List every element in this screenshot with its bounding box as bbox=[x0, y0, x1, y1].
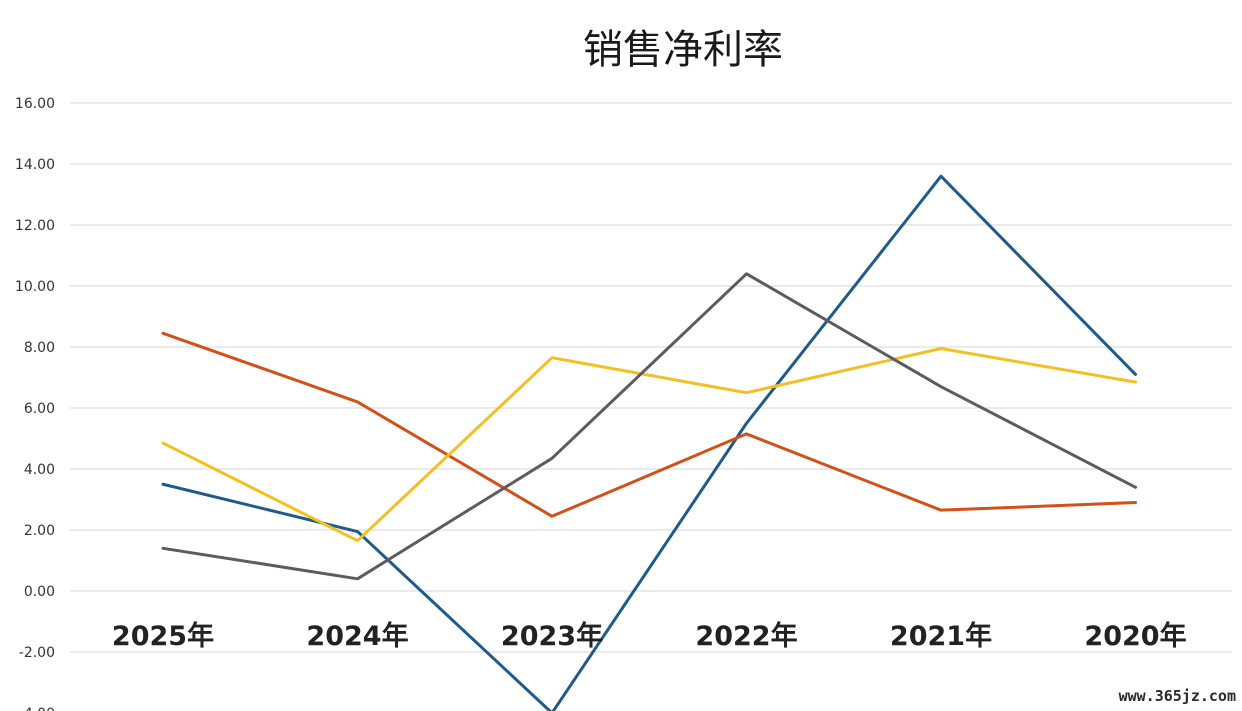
series-line-4 bbox=[161, 272, 1137, 581]
x-tick-label: 2025年 bbox=[112, 620, 214, 652]
y-tick-label: 16.00 bbox=[15, 96, 55, 112]
x-tick-label: 2022年 bbox=[695, 620, 797, 652]
y-tick-label: 10.00 bbox=[15, 279, 55, 295]
x-tick-label: 2024年 bbox=[306, 620, 408, 652]
y-tick-label: -4.00 bbox=[19, 706, 55, 711]
y-tick-label: 14.00 bbox=[15, 157, 55, 173]
x-tick-label: 2020年 bbox=[1084, 620, 1186, 652]
y-tick-label: 4.00 bbox=[24, 462, 55, 478]
series-line-2 bbox=[161, 331, 1137, 518]
y-tick-label: 12.00 bbox=[15, 218, 55, 234]
y-tick-label: -2.00 bbox=[19, 645, 55, 661]
series-line-3 bbox=[161, 347, 1137, 543]
y-axis-ticks: 16.00 14.00 12.00 10.00 8.00 6.00 4.00 2.00 0.00… bbox=[15, 96, 55, 711]
x-tick-label: 2023年 bbox=[501, 620, 603, 652]
y-tick-label: 0.00 bbox=[24, 584, 55, 600]
y-tick-label: 6.00 bbox=[24, 401, 55, 417]
x-axis-ticks: 2025年 2024年 2023年 2022年 2021年 2020年 bbox=[112, 620, 1187, 652]
x-tick-label: 2021年 bbox=[890, 620, 992, 652]
grid-lines bbox=[70, 102, 1232, 653]
series-lines bbox=[161, 174, 1137, 711]
y-tick-label: 2.00 bbox=[24, 523, 55, 539]
watermark: www.365jz.com bbox=[1119, 687, 1236, 705]
y-tick-label: 8.00 bbox=[24, 340, 55, 356]
chart-title: 销售净利率 bbox=[583, 27, 783, 73]
